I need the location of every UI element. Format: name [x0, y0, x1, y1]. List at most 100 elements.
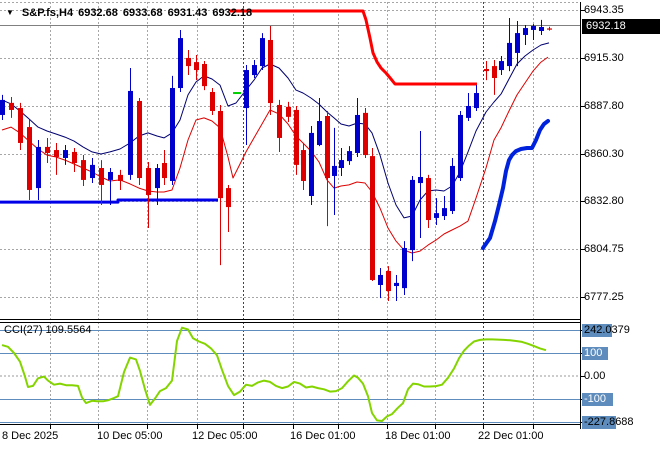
- cci-axis-label: 0.00: [584, 370, 606, 382]
- candle-body-down: [370, 156, 375, 280]
- candle-body-down: [54, 150, 59, 157]
- price-axis-label: 6943.35: [584, 4, 624, 16]
- quote-close: 6932.18: [212, 7, 253, 19]
- candle-body-up: [499, 61, 504, 71]
- time-axis-label: 16 Dec 01:00: [290, 430, 356, 442]
- candle-body-down: [277, 104, 282, 138]
- time-axis-label: 22 Dec 01:00: [478, 430, 544, 442]
- candle-body-up: [434, 213, 439, 218]
- indicator-label: CCI(27) 109.5564: [4, 324, 92, 336]
- cci-indicator-line: [1, 326, 547, 422]
- cci-axis-label: 242.0379: [584, 324, 630, 336]
- price-axis-label: 6915.30: [584, 52, 624, 64]
- candle-body-down: [162, 163, 167, 179]
- candle-body-down: [137, 100, 142, 179]
- trail-stop-line: [481, 119, 550, 250]
- candle-body-up: [355, 114, 360, 153]
- candle-body-up: [347, 151, 352, 162]
- candle-body-down: [268, 39, 273, 104]
- cci-axis-label: -100: [584, 393, 607, 405]
- candle-body-up: [531, 25, 536, 30]
- candle-body-up: [458, 114, 463, 179]
- candle-body-up: [63, 150, 68, 158]
- candle-body-down: [484, 69, 489, 72]
- candle-body-up: [418, 176, 423, 184]
- candle-body-up: [402, 248, 407, 289]
- cci-level-badge: [582, 393, 613, 406]
- candle-body-up: [108, 171, 113, 180]
- quote-high: 6933.68: [122, 7, 163, 19]
- ma-fast-navy-line: [1, 42, 550, 219]
- candle-body-down: [218, 110, 223, 199]
- chart-title-bar: ▼ S&P.fs,H4 6932.68 6933.68 6931.43 6932.18: [6, 6, 252, 20]
- ma-slow-red-line: [1, 56, 549, 254]
- candle-body-down: [386, 270, 391, 292]
- candle-body-up: [394, 282, 399, 287]
- candle-body-down: [210, 91, 215, 111]
- candle-body-up: [332, 165, 337, 176]
- candle-body-down: [547, 28, 552, 30]
- candle-body-up: [317, 121, 322, 146]
- support-step-line: [0, 198, 218, 204]
- time-axis-label: 12 Dec 05:00: [192, 430, 258, 442]
- candle-body-down: [363, 112, 368, 156]
- candle-body-up: [523, 28, 528, 35]
- candle-body-up: [260, 38, 265, 67]
- candle-body-up: [466, 105, 471, 118]
- candle-body-down: [186, 57, 191, 67]
- candle-body-up: [450, 165, 455, 212]
- candle-body-up: [90, 164, 95, 179]
- candle-body-down: [27, 127, 32, 190]
- symbol-timeframe-label: S&P.fs,H4: [21, 7, 74, 19]
- candle-body-up: [339, 160, 344, 169]
- candle-body-down: [202, 63, 207, 87]
- cci-level-badge: [582, 347, 608, 360]
- candle-body-up: [309, 132, 314, 197]
- time-axis-label: 8 Dec 2025: [2, 430, 59, 442]
- candle-body-down: [286, 106, 291, 117]
- price-axis-label: 6860.30: [584, 148, 624, 160]
- candle-body-down: [226, 188, 231, 208]
- price-axis-label: 6804.75: [584, 243, 624, 255]
- cci-axis-label: -227.8688: [584, 416, 634, 428]
- candle-body-down: [72, 151, 77, 164]
- candle-body-up: [507, 42, 512, 67]
- candle-body-down: [118, 174, 123, 181]
- price-axis-label: 6777.25: [584, 291, 624, 303]
- candle-body-down: [492, 66, 497, 78]
- candle-body-up: [539, 27, 544, 31]
- cci-level-badge: [582, 324, 612, 337]
- candle-body-down: [81, 160, 86, 180]
- candle-body-up: [378, 274, 383, 285]
- price-axis-label: 6887.80: [584, 100, 624, 112]
- quote-open: 6932.68: [78, 7, 118, 19]
- quote-low: 6931.43: [167, 7, 208, 19]
- candle-body-down: [18, 108, 23, 143]
- candle-body-up: [178, 38, 183, 89]
- candle-body-down: [301, 150, 306, 181]
- candle-body-up: [252, 65, 257, 76]
- doji-dash-candle: [233, 92, 241, 95]
- symbol-collapse-icon[interactable]: ▼: [6, 8, 14, 17]
- candle-body-up: [0, 99, 5, 115]
- candle-body-up: [128, 90, 133, 175]
- candle-body-up: [155, 168, 160, 189]
- candle-body-up: [36, 146, 41, 189]
- time-axis-label: 10 Dec 05:00: [97, 430, 163, 442]
- resistance-step-line: [230, 9, 477, 86]
- cci-level-badge: [582, 416, 616, 429]
- candle-body-down: [194, 62, 199, 71]
- candle-body-down: [426, 178, 431, 221]
- candle-body-down: [294, 109, 299, 165]
- candle-body-down: [9, 102, 14, 110]
- candle-body-up: [442, 208, 447, 217]
- time-axis-label: 18 Dec 01:00: [385, 430, 451, 442]
- candle-body-up: [474, 93, 479, 109]
- candle-body-up: [515, 33, 520, 53]
- cci-axis-label: 100: [584, 347, 603, 359]
- candle-body-up: [244, 70, 249, 109]
- candle-body-down: [325, 116, 330, 179]
- candle-body-down: [45, 146, 50, 153]
